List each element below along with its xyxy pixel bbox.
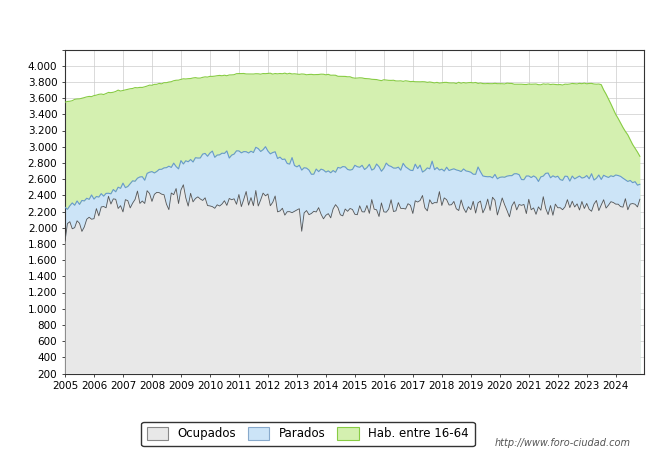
- Text: http://www.foro-ciudad.com: http://www.foro-ciudad.com: [495, 438, 630, 448]
- Text: foro-ciudad.com: foro-ciudad.com: [239, 216, 469, 240]
- Text: Aceuchal - Evolucion de la poblacion en edad de Trabajar Noviembre de 2024: Aceuchal - Evolucion de la poblacion en …: [55, 10, 595, 24]
- Legend: Ocupados, Parados, Hab. entre 16-64: Ocupados, Parados, Hab. entre 16-64: [141, 422, 474, 446]
